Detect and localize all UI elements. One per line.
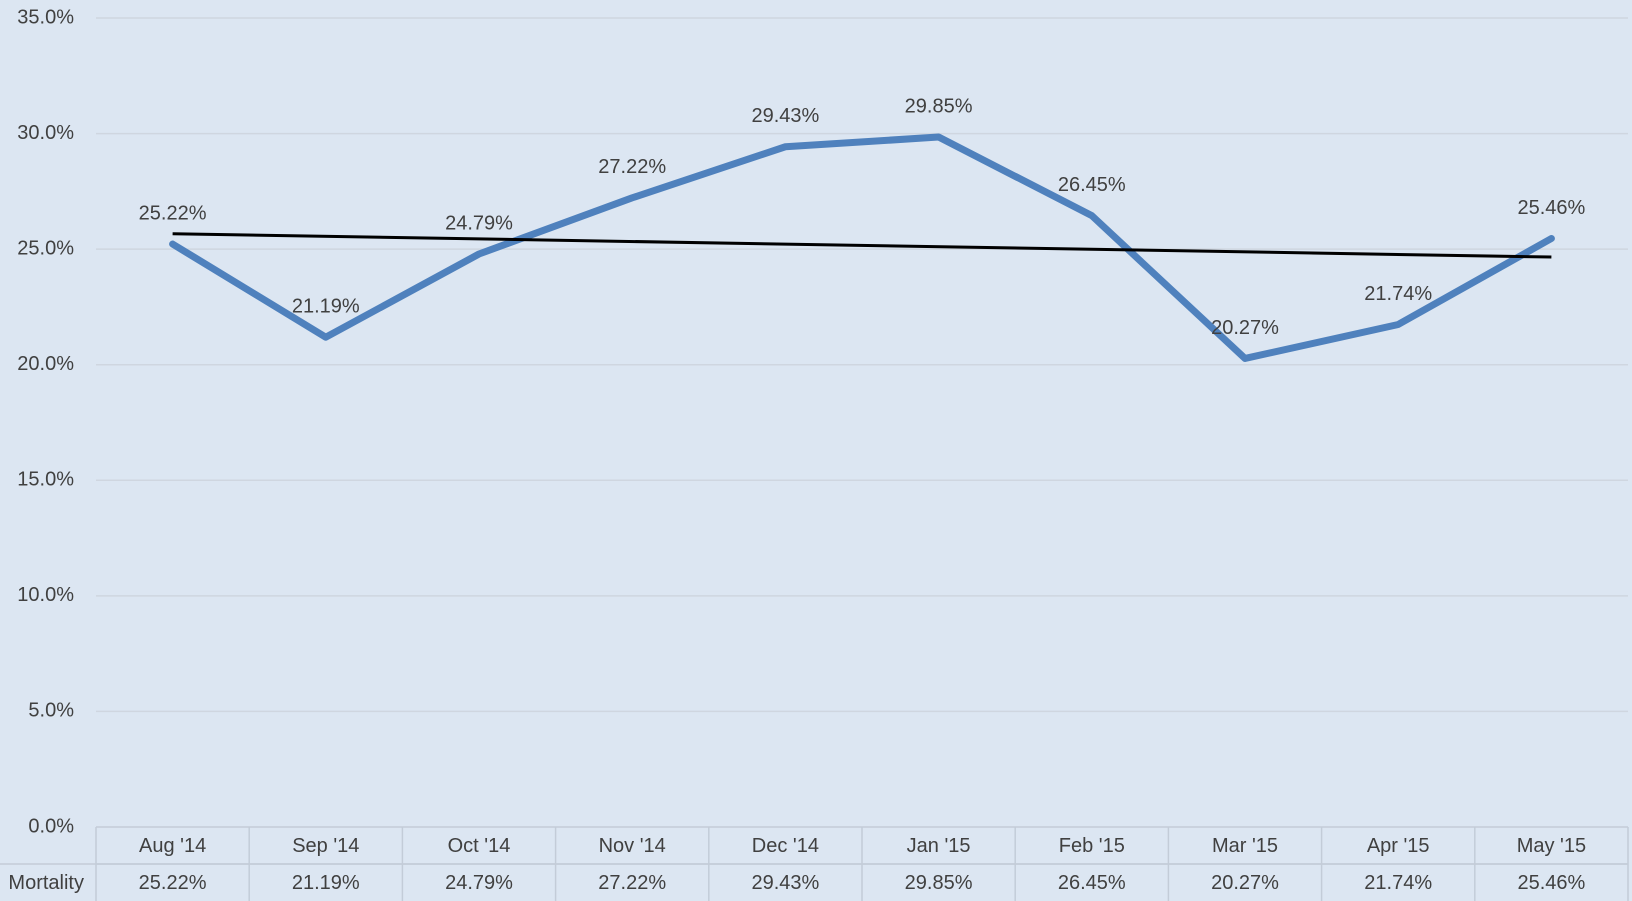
data-label: 21.74%	[1364, 283, 1432, 305]
data-label: 21.19%	[292, 295, 360, 317]
y-tick-label: 30.0%	[17, 122, 74, 144]
table-cell: 27.22%	[598, 872, 666, 894]
y-tick-label: 25.0%	[17, 237, 74, 259]
y-tick-label: 15.0%	[17, 469, 74, 491]
y-tick-label: 10.0%	[17, 584, 74, 606]
table-cell: 21.74%	[1364, 872, 1432, 894]
table-row-label: Mortality	[8, 872, 84, 894]
table-cell: 25.46%	[1517, 872, 1585, 894]
x-tick-label: Oct '14	[448, 835, 511, 857]
data-label: 27.22%	[598, 156, 666, 178]
table-cell: 29.85%	[905, 872, 973, 894]
data-label: 29.43%	[751, 105, 819, 127]
x-tick-label: Feb '15	[1059, 835, 1125, 857]
trendline	[172, 232, 1552, 259]
line	[169, 133, 1555, 362]
table-cell: 20.27%	[1211, 872, 1279, 894]
y-tick-label: 35.0%	[17, 6, 74, 28]
x-tick-label: Aug '14	[139, 835, 206, 857]
table-cell: 25.22%	[139, 872, 207, 894]
data-label: 25.22%	[139, 202, 207, 224]
table-cell: 21.19%	[292, 872, 360, 894]
y-tick-label: 5.0%	[28, 700, 74, 722]
table-cell: 26.45%	[1058, 872, 1126, 894]
table-cell: 29.43%	[751, 872, 819, 894]
x-tick-label: May '15	[1517, 835, 1586, 857]
data-label: 29.85%	[905, 95, 973, 117]
x-tick-label: Dec '14	[752, 835, 819, 857]
x-tick-label: Nov '14	[599, 835, 666, 857]
table-cell: 24.79%	[445, 872, 513, 894]
data-label: 24.79%	[445, 212, 513, 234]
x-tick-label: Mar '15	[1212, 835, 1278, 857]
y-tick-label: 0.0%	[28, 815, 74, 837]
y-tick-label: 20.0%	[17, 353, 74, 375]
data-label: 26.45%	[1058, 174, 1126, 196]
data-label: 20.27%	[1211, 317, 1279, 339]
x-tick-label: Jan '15	[907, 835, 971, 857]
data-label: 25.46%	[1517, 197, 1585, 219]
x-tick-label: Sep '14	[292, 835, 359, 857]
x-tick-label: Apr '15	[1367, 835, 1430, 857]
